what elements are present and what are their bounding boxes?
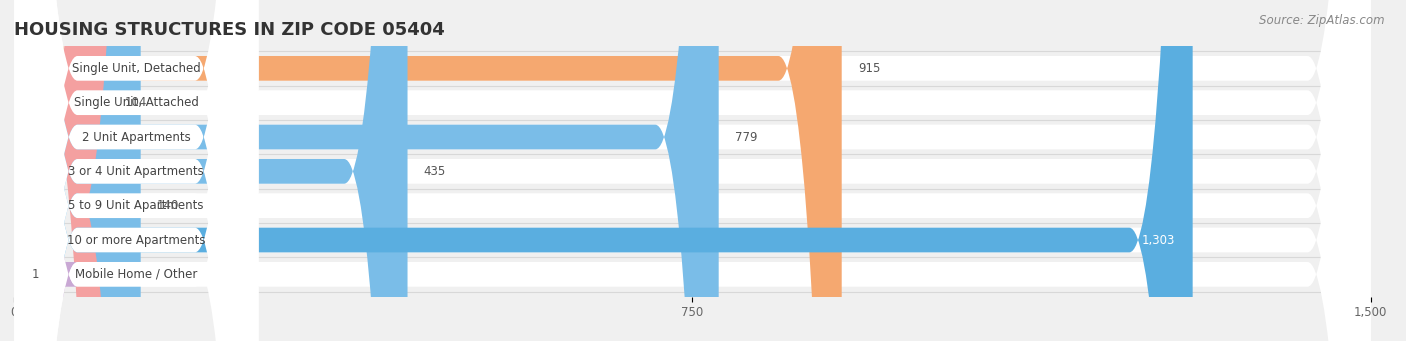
FancyBboxPatch shape xyxy=(14,0,259,341)
Text: 140: 140 xyxy=(157,199,180,212)
FancyBboxPatch shape xyxy=(14,0,1371,341)
FancyBboxPatch shape xyxy=(14,0,141,341)
FancyBboxPatch shape xyxy=(14,0,259,341)
FancyBboxPatch shape xyxy=(14,0,1371,341)
Text: 104: 104 xyxy=(124,96,146,109)
Text: 5 to 9 Unit Apartments: 5 to 9 Unit Apartments xyxy=(69,199,204,212)
FancyBboxPatch shape xyxy=(14,0,1371,341)
Text: HOUSING STRUCTURES IN ZIP CODE 05404: HOUSING STRUCTURES IN ZIP CODE 05404 xyxy=(14,21,444,39)
Text: Mobile Home / Other: Mobile Home / Other xyxy=(75,268,197,281)
FancyBboxPatch shape xyxy=(14,0,408,341)
Text: 2 Unit Apartments: 2 Unit Apartments xyxy=(82,131,191,144)
Text: Single Unit, Attached: Single Unit, Attached xyxy=(73,96,198,109)
FancyBboxPatch shape xyxy=(14,0,718,341)
FancyBboxPatch shape xyxy=(14,0,1371,341)
FancyBboxPatch shape xyxy=(14,0,259,341)
Text: Single Unit, Detached: Single Unit, Detached xyxy=(72,62,201,75)
Text: 1: 1 xyxy=(31,268,39,281)
Text: 779: 779 xyxy=(735,131,758,144)
Text: 1,303: 1,303 xyxy=(1142,234,1174,247)
FancyBboxPatch shape xyxy=(14,0,259,341)
Text: 3 or 4 Unit Apartments: 3 or 4 Unit Apartments xyxy=(69,165,204,178)
Text: 10 or more Apartments: 10 or more Apartments xyxy=(67,234,205,247)
Text: 435: 435 xyxy=(423,165,446,178)
FancyBboxPatch shape xyxy=(14,0,1371,341)
FancyBboxPatch shape xyxy=(14,0,108,341)
FancyBboxPatch shape xyxy=(14,0,259,341)
Text: 915: 915 xyxy=(858,62,880,75)
FancyBboxPatch shape xyxy=(14,0,1371,341)
FancyBboxPatch shape xyxy=(14,0,259,341)
FancyBboxPatch shape xyxy=(0,0,77,341)
FancyBboxPatch shape xyxy=(14,0,1192,341)
Text: Source: ZipAtlas.com: Source: ZipAtlas.com xyxy=(1260,14,1385,27)
FancyBboxPatch shape xyxy=(14,0,842,341)
FancyBboxPatch shape xyxy=(14,0,259,341)
FancyBboxPatch shape xyxy=(14,0,1371,341)
